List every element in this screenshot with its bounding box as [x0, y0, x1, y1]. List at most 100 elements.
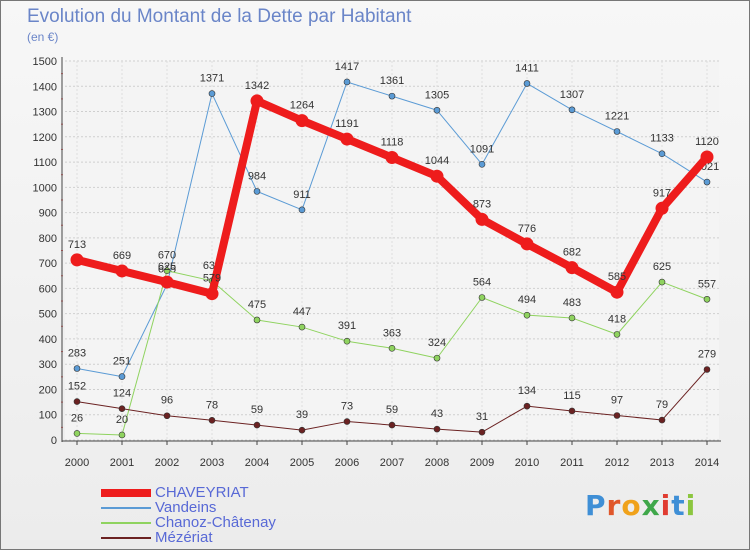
logo-letter: i — [660, 489, 672, 522]
data-label-mezeriat: 39 — [296, 409, 308, 421]
data-label-chanoz-chatenay: 483 — [563, 297, 581, 309]
y-tick-label: 600 — [39, 283, 57, 295]
data-point-vandeins — [523, 80, 531, 87]
x-tick-label: 2006 — [335, 457, 359, 469]
chart-unit: (en €) — [27, 30, 59, 44]
data-point-chanoz-chatenay — [658, 278, 666, 286]
x-tick-label: 2002 — [155, 457, 179, 469]
logo-letter: o — [621, 489, 642, 522]
data-label-chaveyriat: 1342 — [245, 80, 269, 92]
data-label-mezeriat: 115 — [563, 390, 581, 402]
data-point-chaveyriat — [385, 151, 399, 165]
x-tick-label: 2008 — [425, 457, 449, 469]
data-label-chanoz-chatenay: 670 — [158, 250, 176, 262]
data-point-vandeins — [568, 106, 576, 114]
data-point-mezeriat — [388, 421, 396, 429]
data-label-chaveyriat: 1044 — [425, 155, 449, 167]
data-label-chaveyriat: 873 — [473, 198, 491, 210]
legend-swatch — [101, 507, 151, 509]
y-tick-label: 1300 — [33, 107, 57, 119]
data-label-mezeriat: 134 — [518, 385, 536, 397]
data-label-mezeriat: 78 — [206, 399, 218, 411]
data-point-chanoz-chatenay — [388, 344, 396, 352]
data-label-chanoz-chatenay: 20 — [116, 414, 128, 426]
data-point-chanoz-chatenay — [568, 314, 576, 322]
logo-letter: r — [606, 489, 622, 522]
data-point-chaveyriat — [70, 253, 84, 267]
data-label-vandeins: 911 — [293, 189, 311, 201]
data-point-mezeriat — [208, 416, 216, 424]
x-tick-label: 2000 — [65, 457, 89, 469]
data-point-chaveyriat — [700, 150, 714, 164]
x-tick-label: 2009 — [470, 457, 494, 469]
data-point-chaveyriat — [655, 201, 669, 215]
data-label-mezeriat: 124 — [113, 388, 131, 400]
data-label-chanoz-chatenay: 363 — [383, 327, 401, 339]
legend-label: CHAVEYRIAT — [155, 484, 249, 501]
legend-swatch — [101, 537, 151, 539]
x-tick-label: 2010 — [515, 457, 539, 469]
data-label-chanoz-chatenay: 324 — [428, 337, 446, 349]
data-point-chaveyriat — [205, 287, 219, 301]
data-point-chanoz-chatenay — [118, 431, 126, 439]
data-point-chanoz-chatenay — [478, 294, 486, 301]
y-tick-label: 100 — [39, 410, 57, 422]
data-label-chanoz-chatenay: 494 — [518, 294, 536, 306]
data-point-vandeins — [208, 90, 216, 97]
data-point-mezeriat — [343, 418, 351, 425]
y-tick-label: 1000 — [33, 182, 57, 194]
y-tick-label: 1500 — [33, 56, 57, 68]
data-label-chaveyriat: 917 — [653, 187, 671, 199]
data-label-chaveyriat: 585 — [608, 271, 626, 283]
x-tick-label: 2012 — [605, 457, 629, 469]
data-label-vandeins: 1361 — [380, 75, 404, 87]
data-label-vandeins: 1371 — [200, 73, 224, 85]
data-label-vandeins: 1133 — [650, 133, 674, 145]
data-label-vandeins: 984 — [248, 170, 266, 182]
logo-letter: i — [685, 489, 697, 522]
y-tick-label: 1200 — [33, 132, 57, 144]
y-tick-label: 1400 — [33, 81, 57, 93]
data-point-mezeriat — [478, 428, 486, 436]
x-tick-label: 2007 — [380, 457, 404, 469]
data-label-vandeins: 283 — [68, 347, 86, 359]
data-label-chanoz-chatenay: 26 — [71, 412, 83, 424]
data-label-chanoz-chatenay: 418 — [608, 313, 626, 325]
data-label-vandeins: 1221 — [605, 110, 629, 122]
data-label-chanoz-chatenay: 391 — [338, 320, 356, 332]
y-tick-label: 900 — [39, 208, 57, 220]
data-point-chaveyriat — [520, 237, 534, 251]
data-point-chaveyriat — [160, 275, 174, 289]
data-point-chaveyriat — [565, 261, 579, 275]
y-tick-label: 500 — [39, 309, 57, 321]
data-point-vandeins — [118, 373, 126, 380]
data-label-chaveyriat: 1191 — [335, 118, 359, 130]
data-point-chaveyriat — [475, 212, 489, 226]
data-label-mezeriat: 31 — [476, 411, 488, 423]
data-label-chanoz-chatenay: 564 — [473, 276, 491, 288]
data-point-chaveyriat — [115, 264, 129, 278]
data-point-chanoz-chatenay — [298, 323, 306, 331]
x-tick-label: 2003 — [200, 457, 224, 469]
data-point-chaveyriat — [295, 114, 309, 128]
data-label-chaveyriat: 776 — [518, 223, 536, 235]
data-point-vandeins — [343, 78, 351, 86]
data-label-vandeins: 1305 — [425, 89, 449, 101]
legend-label: Chanoz-Châtenay — [155, 514, 276, 531]
legend-label: Mézériat — [155, 529, 213, 546]
logo-letter: x — [641, 489, 661, 522]
data-point-vandeins — [478, 161, 486, 168]
data-point-vandeins — [703, 178, 711, 186]
logo-letter: t — [671, 489, 686, 522]
data-label-chaveyriat: 713 — [68, 239, 86, 251]
data-point-chanoz-chatenay — [73, 430, 81, 437]
y-tick-label: 1100 — [33, 157, 57, 169]
data-label-mezeriat: 73 — [341, 401, 353, 413]
data-point-mezeriat — [613, 412, 621, 419]
data-point-vandeins — [298, 206, 306, 214]
data-label-chaveyriat: 625 — [158, 261, 176, 273]
legend-swatch — [101, 522, 151, 524]
data-point-chanoz-chatenay — [343, 337, 351, 345]
